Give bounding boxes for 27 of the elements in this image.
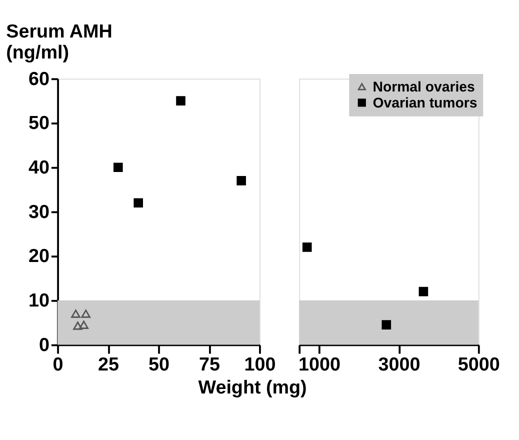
y-tick-label: 10 bbox=[28, 290, 50, 311]
x-tick-label: 3000 bbox=[378, 354, 420, 375]
x-tick-label: 50 bbox=[148, 354, 170, 375]
point bbox=[71, 310, 80, 318]
y-tick-label: 30 bbox=[28, 200, 50, 222]
x-tick-label: 100 bbox=[244, 354, 276, 375]
x-tick-label: 75 bbox=[198, 354, 220, 375]
x-tick-label: 0 bbox=[52, 354, 64, 375]
y-tick-label: 40 bbox=[28, 156, 50, 178]
x-tick-label: 1000 bbox=[298, 354, 341, 375]
x-tick-label: 25 bbox=[98, 354, 120, 375]
legend-label: Ovarian tumors bbox=[372, 94, 478, 110]
point bbox=[176, 96, 186, 106]
y-axis-title: Serum AMH (ng/ml) bbox=[6, 20, 112, 62]
point bbox=[73, 322, 82, 330]
x-tick-label: 5000 bbox=[458, 354, 500, 375]
point bbox=[81, 310, 90, 318]
legend-label: Normal ovaries bbox=[372, 78, 476, 94]
x-axis-title: Weight (mg) bbox=[198, 376, 307, 398]
point bbox=[134, 198, 143, 208]
point bbox=[79, 320, 88, 329]
y-tick-label: 60 bbox=[28, 68, 50, 89]
y-tick-label: 50 bbox=[28, 112, 50, 134]
point bbox=[113, 162, 123, 172]
point bbox=[236, 176, 246, 186]
y-tick-label: 20 bbox=[28, 245, 50, 266]
y-tick-label: 0 bbox=[39, 334, 50, 355]
